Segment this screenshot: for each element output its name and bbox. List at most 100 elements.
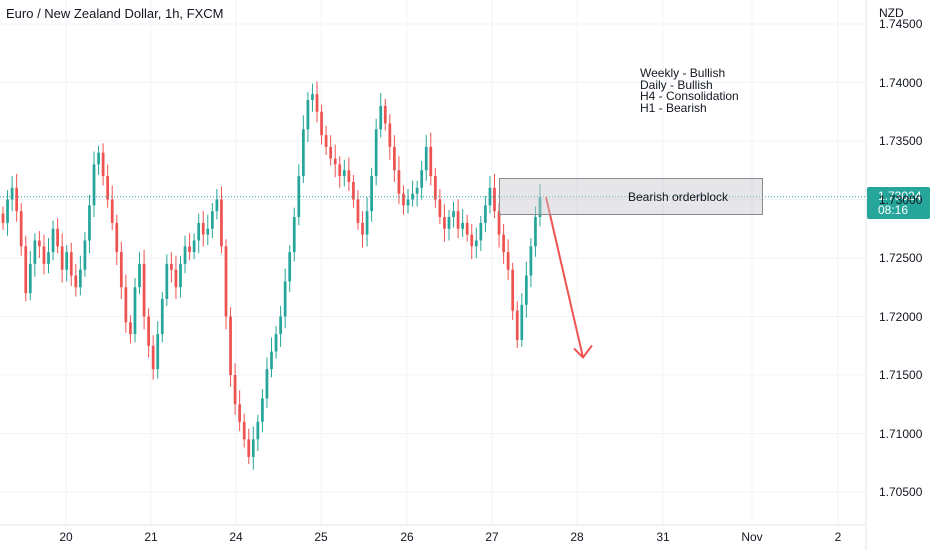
candle-body	[133, 287, 137, 335]
candle-body	[529, 246, 533, 276]
candle-body	[229, 316, 232, 375]
candle-body	[56, 228, 59, 247]
y-tick-label: 1.71000	[879, 426, 923, 441]
y-tick-label: 1.71500	[879, 368, 923, 382]
projection-arrow-head	[573, 344, 593, 359]
candle-body	[160, 298, 164, 335]
candle-body	[297, 176, 301, 218]
annotation-line-weekly: Weekly - Bullish	[640, 66, 726, 80]
candle-body	[179, 263, 182, 288]
candle-body	[315, 94, 319, 112]
candle-body	[170, 263, 173, 270]
candle-body	[324, 135, 328, 147]
candle-body	[470, 234, 474, 247]
candle-body	[338, 164, 342, 177]
orderblock-label: Bearish orderblock	[628, 190, 729, 204]
candle-body	[106, 176, 110, 200]
candle-body	[247, 439, 251, 457]
candle-body	[306, 100, 310, 130]
candle-body	[456, 211, 460, 229]
candle-body	[288, 252, 292, 282]
candle-body	[256, 421, 260, 440]
candle-body	[524, 275, 528, 305]
x-tick-label: 2	[834, 530, 842, 544]
candle-body	[424, 146, 428, 171]
candle-body	[388, 123, 392, 147]
candle-body	[97, 152, 100, 165]
y-tick-label: 1.70500	[879, 485, 923, 499]
candle-body	[347, 170, 351, 182]
candle-body	[6, 199, 9, 223]
candle-body	[138, 263, 141, 288]
candle-body	[201, 222, 205, 235]
candle-body	[110, 199, 114, 223]
candle-body	[1, 213, 5, 223]
candle-body	[129, 322, 132, 335]
candle-body	[393, 146, 396, 171]
candle-body	[15, 187, 19, 212]
candle-body	[506, 252, 510, 270]
candle-body	[333, 158, 337, 165]
candle-body	[74, 275, 78, 288]
candle-body	[406, 199, 410, 206]
candle-body	[292, 217, 296, 253]
candle-body	[47, 252, 50, 264]
projection-arrow-shaft	[545, 196, 584, 358]
y-tick-label: 1.74000	[879, 75, 923, 90]
candle-body	[497, 211, 501, 235]
candle-body	[10, 187, 14, 200]
candle-body	[188, 246, 191, 253]
candle-body	[156, 334, 160, 370]
candle-body	[124, 287, 128, 323]
x-tick-label: 26	[400, 530, 414, 544]
candle-body	[192, 240, 196, 253]
x-tick-label: 24	[229, 530, 243, 544]
candle-body	[101, 152, 105, 177]
candle-body	[251, 439, 255, 457]
candle-body	[374, 129, 378, 177]
y-tick-label: 1.73500	[879, 134, 923, 148]
candle-body	[142, 263, 146, 317]
candle-body	[174, 269, 178, 288]
candle-body	[383, 105, 387, 124]
orderblock-rectangle[interactable]	[499, 178, 763, 215]
bias-annotation[interactable]: Weekly - Bullish Daily - Bullish H4 - Co…	[640, 66, 739, 115]
candle-body	[379, 105, 383, 130]
candle-body	[238, 404, 242, 422]
annotation-line-h1: H1 - Bearish	[640, 100, 707, 115]
candle-body	[274, 334, 278, 352]
candle-body	[461, 222, 465, 229]
candle-body	[465, 222, 469, 235]
candle-body	[242, 421, 246, 440]
candle-body	[19, 211, 23, 247]
candle-body	[224, 246, 228, 317]
candle-body	[165, 263, 169, 299]
candle-body	[183, 246, 187, 264]
candle-body	[301, 129, 305, 177]
y-tick-label: 1.72500	[879, 251, 923, 265]
candle-body	[447, 217, 451, 229]
candle-body	[83, 240, 87, 270]
candle-body	[484, 205, 487, 223]
candle-body	[433, 176, 437, 200]
candle-body	[38, 240, 41, 247]
candle-body	[233, 375, 237, 405]
candle-body	[370, 176, 373, 212]
candle-body	[65, 252, 69, 270]
candle-body	[28, 263, 32, 294]
candle-body	[365, 211, 369, 235]
candle-body	[78, 269, 82, 288]
y-tick-label: 1.74500	[879, 17, 923, 31]
candle-body	[270, 351, 273, 370]
candle-body	[24, 246, 28, 294]
x-tick-label: Nov	[741, 530, 763, 544]
last-price-tag: 1.73024 08:16	[867, 187, 930, 219]
candle-body	[206, 228, 210, 235]
candle-body	[356, 199, 360, 223]
candle-body	[42, 246, 46, 264]
candle-body	[411, 193, 414, 200]
x-tick-label: 28	[570, 530, 584, 544]
candle-body	[534, 217, 537, 247]
candle-body	[474, 240, 478, 247]
